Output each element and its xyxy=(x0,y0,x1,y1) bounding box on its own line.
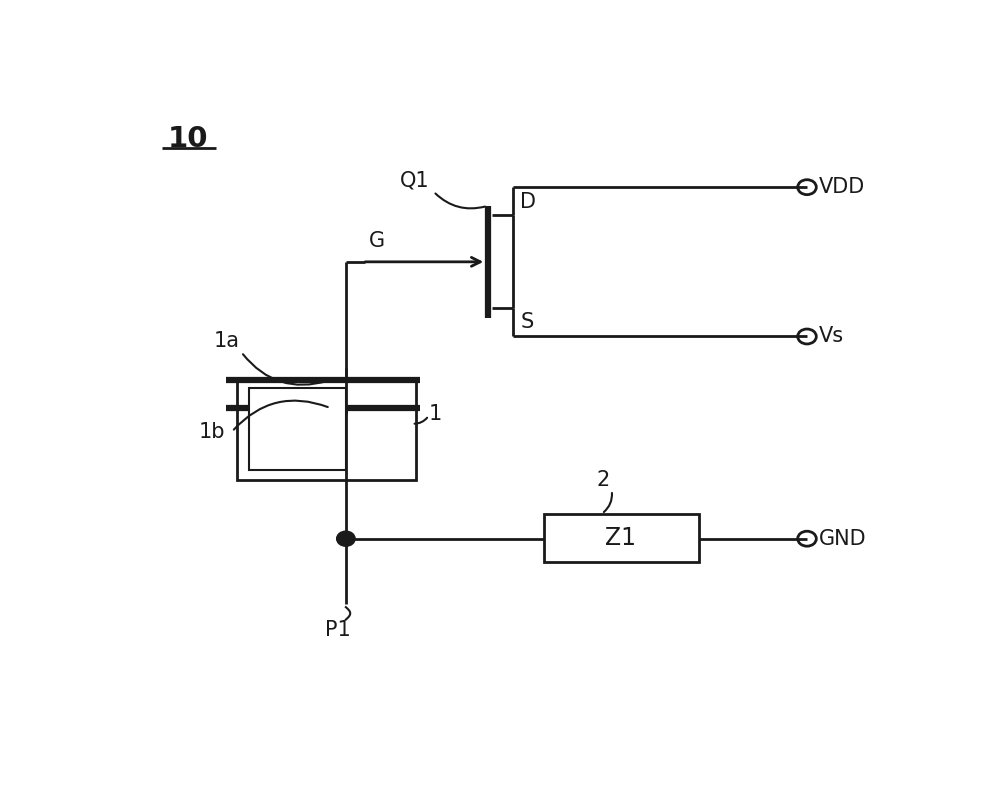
Text: GND: GND xyxy=(819,528,866,549)
Text: P1: P1 xyxy=(325,620,351,640)
Text: 1a: 1a xyxy=(214,330,240,351)
Circle shape xyxy=(337,532,354,545)
Text: G: G xyxy=(369,230,385,250)
Text: S: S xyxy=(520,312,534,331)
Bar xyxy=(237,380,416,480)
Bar xyxy=(544,514,698,562)
Text: Z1: Z1 xyxy=(606,526,637,550)
Text: Q1: Q1 xyxy=(400,170,430,190)
Text: 2: 2 xyxy=(596,470,609,490)
Bar xyxy=(249,388,346,470)
Text: 1: 1 xyxy=(429,404,442,424)
Text: Vs: Vs xyxy=(819,326,844,347)
Text: D: D xyxy=(520,192,536,212)
Text: 1b: 1b xyxy=(199,422,225,442)
Text: VDD: VDD xyxy=(819,177,865,197)
Text: 10: 10 xyxy=(168,125,208,153)
